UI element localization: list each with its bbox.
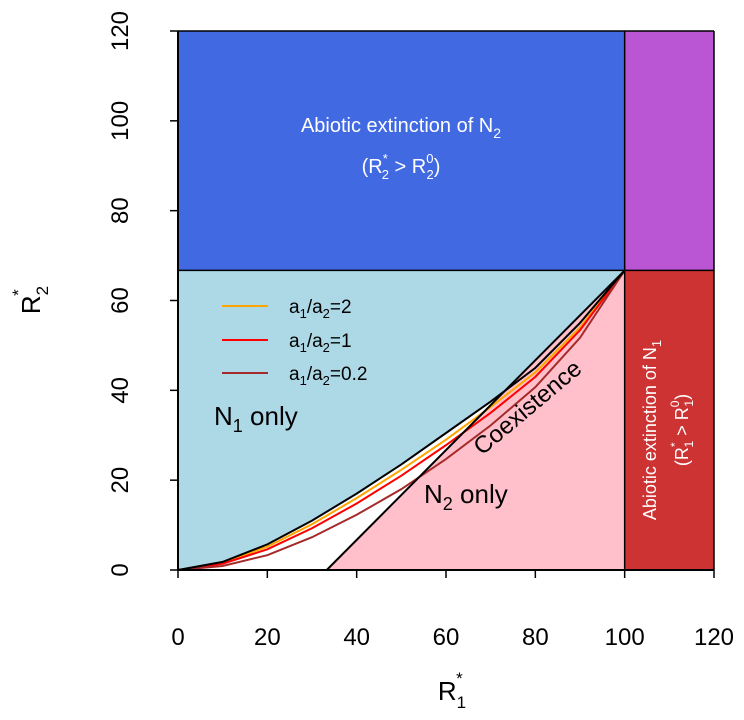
x-tick-label-0: 0	[171, 624, 184, 651]
y-tick-label-3: 60	[107, 287, 134, 314]
abiotic-n1-label: Abiotic extinction of N1	[640, 340, 664, 520]
series-line-3	[177, 269, 626, 571]
y-axis-label-group: R2*	[9, 286, 52, 314]
boundary-n2-line	[326, 269, 626, 571]
y-axis-label: R2*	[9, 286, 52, 314]
x-tick-label-3: 60	[433, 624, 460, 651]
legend: a1/a2=2 a1/a2=1 a1/a2=0.2	[222, 297, 367, 388]
series-line-2	[177, 269, 626, 571]
x-tick-label-5: 100	[605, 624, 645, 651]
region-abiotic-n2	[178, 31, 625, 271]
n2-only-label: N2 only	[424, 479, 508, 514]
x-tick-label-2: 40	[343, 624, 370, 651]
y-tick-label-4: 80	[107, 197, 134, 224]
y-tick-label-2: 40	[107, 377, 134, 404]
abiotic-n1-condition: (R*1 > R01)	[668, 394, 696, 466]
y-tick-label-1: 20	[107, 467, 134, 494]
region-abiotic-n1	[624, 270, 714, 570]
region-both-extinct	[624, 31, 714, 271]
legend-entry-3: a1/a2=0.2	[289, 364, 367, 388]
x-tick-label-6: 120	[694, 624, 734, 651]
x-axis-label: R1*	[438, 669, 466, 712]
y-tick-label-5: 100	[107, 101, 134, 141]
legend-entry-2: a1/a2=1	[289, 331, 352, 355]
legend-entry-1: a1/a2=2	[289, 297, 352, 321]
n1-only-label: N1 only	[214, 401, 298, 436]
abiotic-n2-label: Abiotic extinction of N2	[301, 115, 501, 141]
y-tick-label-0: 0	[107, 563, 134, 576]
curve-layer	[177, 269, 626, 571]
x-tick-label-1: 20	[254, 624, 281, 651]
frame-layer	[178, 30, 715, 570]
series-line-1	[177, 269, 626, 571]
axes-layer: 0 20 40 60 80 100 120 0 20 40 60 80 100 120	[107, 11, 734, 651]
y-tick-label-6: 120	[107, 11, 134, 51]
abiotic-n1-label-group: Abiotic extinction of N1 (R*1 > R01)	[640, 340, 696, 520]
region-layer	[178, 31, 714, 570]
abiotic-n2-condition: (R* 2 > R0 2)	[362, 151, 441, 182]
x-tick-label-4: 80	[522, 624, 549, 651]
boundary-upper	[177, 269, 626, 571]
